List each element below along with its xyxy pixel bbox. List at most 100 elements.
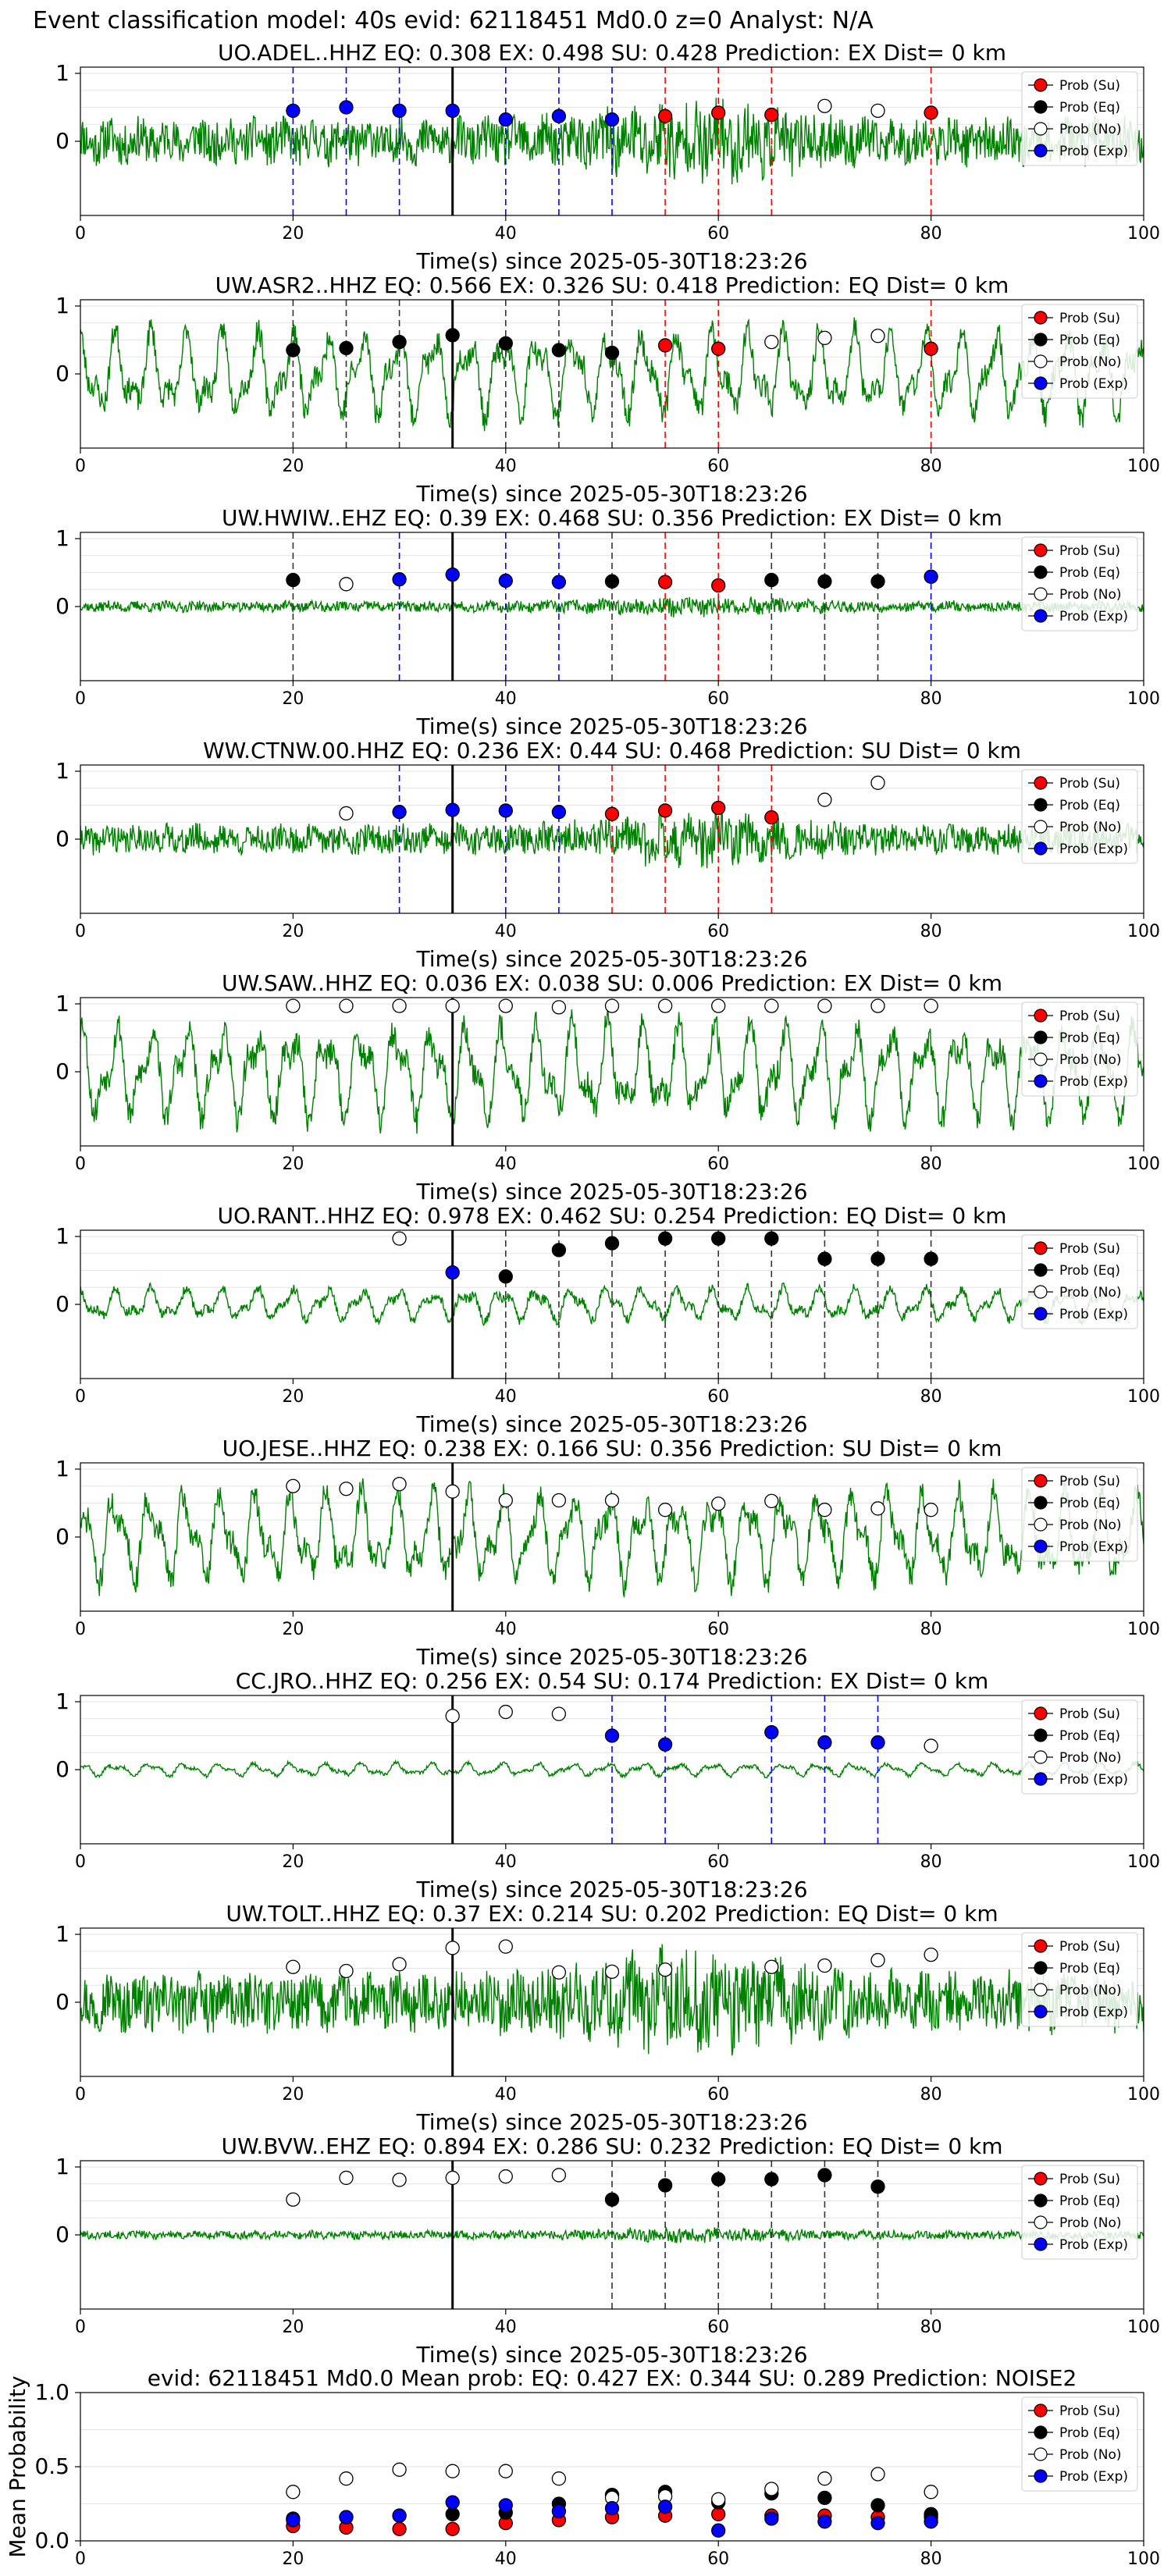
y-tick-label: 1 (55, 1456, 69, 1482)
x-tick-label: 20 (282, 2085, 304, 2105)
mean-point-no (551, 2471, 567, 2486)
legend-entry: Prob (Exp) (1059, 2005, 1128, 2020)
legend-box (1021, 2396, 1138, 2492)
x-tick-label: 80 (920, 1852, 942, 1872)
prob-point-no (551, 1706, 567, 1721)
prob-point-no (392, 1476, 407, 1492)
prob-point-no (924, 1947, 938, 1962)
legend-entry: Prob (No) (1059, 587, 1122, 603)
x-tick-label: 100 (1127, 689, 1160, 709)
prob-point-eq (551, 1243, 567, 1258)
prob-point-no (551, 1493, 567, 1508)
mean-point-eq (870, 2498, 885, 2513)
x-axis-label: Time(s) since 2025-05-30T18:23:26 (415, 946, 807, 972)
y-tick-label: 1 (55, 293, 69, 318)
prob-point-exp (286, 103, 301, 119)
prob-point-no (870, 998, 885, 1013)
legend-marker (1034, 1939, 1048, 1953)
prob-point-exp (498, 573, 513, 589)
x-tick-label: 100 (1127, 2318, 1160, 2337)
prob-point-no (498, 998, 513, 1013)
x-tick-label: 40 (495, 689, 517, 709)
panels: UO.ADEL..HHZ EQ: 0.308 EX: 0.498 SU: 0.4… (5, 40, 1160, 2569)
panel-title: UW.SAW..HHZ EQ: 0.036 EX: 0.038 SU: 0.00… (222, 970, 1002, 996)
prob-point-exp (445, 103, 460, 119)
prob-point-exp (551, 805, 567, 820)
legend-marker (1034, 587, 1048, 601)
legend-marker (1034, 820, 1048, 834)
prob-point-eq (604, 574, 620, 589)
legend-entry: Prob (Su) (1059, 1706, 1120, 1722)
y-tick-label: 0 (55, 1291, 69, 1317)
prob-point-no (445, 1709, 460, 1724)
prob-point-exp (445, 802, 460, 817)
x-tick-label: 40 (495, 224, 517, 244)
legend-marker (1034, 565, 1048, 579)
prob-point-su (711, 578, 726, 593)
prob-point-eq (604, 345, 620, 361)
prob-point-no (870, 1952, 885, 1968)
prob-point-no (870, 775, 885, 790)
prob-point-eq (604, 2192, 620, 2207)
legend-entry: Prob (Exp) (1059, 841, 1128, 857)
prob-point-no (339, 2170, 354, 2186)
prob-point-exp (924, 569, 938, 584)
x-tick-label: 0 (75, 922, 86, 941)
mean-point-no (339, 2471, 354, 2486)
legend-marker (1034, 2215, 1048, 2229)
panel-4: WW.CTNW.00.HHZ EQ: 0.236 EX: 0.44 SU: 0.… (55, 738, 1160, 972)
x-tick-label: 60 (707, 1387, 729, 1407)
legend-entry: Prob (No) (1059, 820, 1122, 835)
panel-title: UO.JESE..HHZ EQ: 0.238 EX: 0.166 SU: 0.3… (222, 1436, 1002, 1461)
mean-point-exp (711, 2523, 726, 2538)
prob-point-no (870, 329, 885, 343)
x-tick-label: 0 (75, 1387, 86, 1407)
x-axis-label: Time(s) since 2025-05-30T18:23:26 (415, 1644, 807, 1670)
x-tick-label: 80 (920, 2549, 942, 2569)
prob-point-su (604, 806, 620, 821)
panel-1: UO.ADEL..HHZ EQ: 0.308 EX: 0.498 SU: 0.4… (55, 40, 1160, 274)
x-tick-label: 60 (707, 457, 729, 476)
prob-point-eq (817, 1251, 832, 1266)
prob-point-no (551, 1000, 567, 1015)
x-tick-label: 20 (282, 689, 304, 709)
mean-point-exp (604, 2501, 620, 2516)
prob-point-no (339, 998, 354, 1013)
waveform-trace (80, 1944, 1144, 2056)
y-tick-label: 0 (55, 1989, 69, 2015)
prob-point-exp (604, 1728, 620, 1743)
legend-marker (1034, 609, 1048, 623)
waveform-trace (80, 1007, 1144, 1134)
prob-point-no (711, 1496, 726, 1511)
panel-title: UW.HWIW..EHZ EQ: 0.39 EX: 0.468 SU: 0.35… (222, 505, 1002, 531)
x-tick-label: 40 (495, 1155, 517, 1174)
prob-point-su (657, 803, 673, 818)
x-tick-label: 80 (920, 2085, 942, 2105)
legend-marker (1034, 333, 1048, 347)
mean-point-eq (445, 2507, 460, 2521)
mean-point-exp (764, 2511, 779, 2526)
x-tick-label: 100 (1127, 922, 1160, 941)
y-tick-label: 1 (55, 991, 69, 1016)
y-tick-label: 0 (55, 361, 69, 386)
legend-box (1021, 1699, 1138, 1795)
x-tick-label: 20 (282, 922, 304, 941)
mean-point-no (817, 2471, 832, 2486)
legend-marker (1034, 1983, 1048, 1997)
panel-7: UO.JESE..HHZ EQ: 0.238 EX: 0.166 SU: 0.3… (55, 1436, 1160, 1670)
legend-box (1021, 71, 1138, 166)
prob-point-no (604, 1964, 620, 1980)
legend-marker (1034, 78, 1048, 92)
waveform-trace (80, 1759, 1144, 1780)
x-tick-label: 40 (495, 922, 517, 941)
prob-point-no (445, 1941, 460, 1955)
legend-entry: Prob (Su) (1059, 1009, 1120, 1024)
panel-title: CC.JRO..HHZ EQ: 0.256 EX: 0.54 SU: 0.174… (236, 1668, 989, 1694)
x-axis-label: Time(s) since 2025-05-30T18:23:26 (415, 1179, 807, 1204)
x-tick-label: 100 (1127, 2549, 1160, 2569)
prob-point-exp (392, 572, 407, 587)
prob-point-no (817, 1503, 832, 1517)
x-tick-label: 60 (707, 2318, 729, 2337)
prob-point-no (764, 334, 779, 350)
mean-point-exp (817, 2514, 832, 2529)
